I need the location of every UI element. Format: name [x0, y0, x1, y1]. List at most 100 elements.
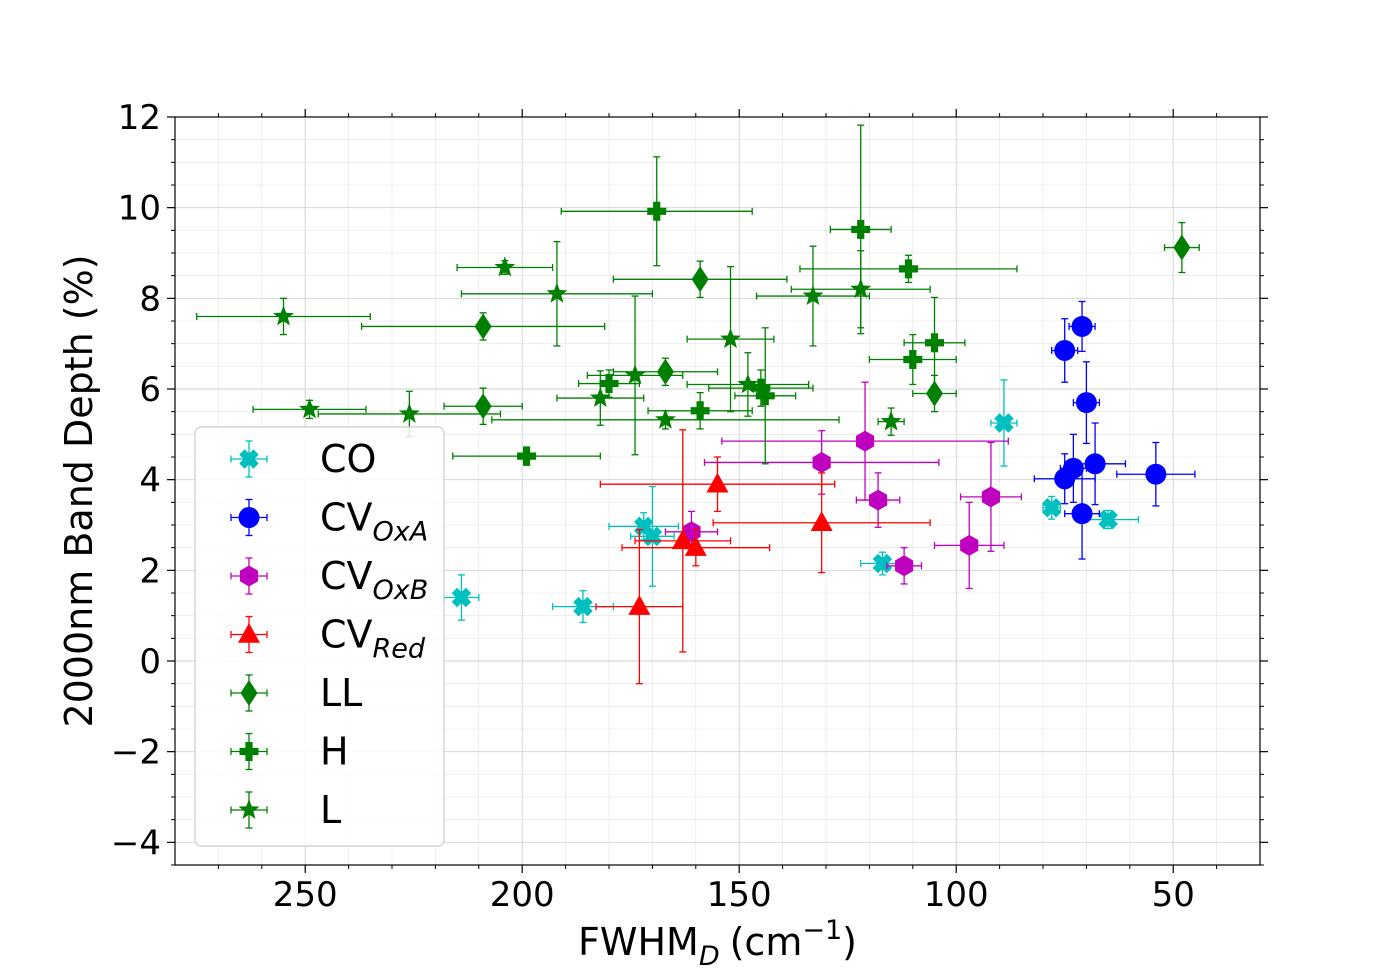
data-point [443, 574, 480, 621]
data-point [1064, 467, 1101, 560]
marker-diamond [926, 380, 943, 407]
data-point [790, 250, 931, 329]
marker-x [1041, 498, 1062, 518]
series-cvoxb [664, 381, 1022, 590]
legend-box [194, 426, 445, 847]
x-tick-label: 250 [273, 875, 338, 915]
data-point [1072, 361, 1101, 445]
y-axis-label: 2000nm Band Depth (%) [57, 254, 101, 727]
data-point [686, 352, 810, 417]
marker-star [802, 285, 824, 305]
marker-star [299, 398, 320, 419]
x-tick-label: 100 [924, 875, 989, 915]
legend-label: LL [320, 671, 362, 715]
data-point [556, 370, 645, 426]
marker-triangle [671, 529, 694, 550]
data-point [196, 297, 371, 336]
y-tick-label: −4 [111, 823, 161, 863]
data-point [755, 245, 871, 347]
data-point [252, 398, 367, 420]
data-point [1068, 300, 1096, 353]
legend-label: CO [320, 437, 376, 481]
data-point [799, 254, 1018, 284]
marker-triangle [684, 536, 707, 556]
marker-x-shape [451, 587, 472, 608]
marker-hexagon [981, 486, 1001, 508]
marker-star [624, 364, 646, 385]
series-cvred [595, 429, 931, 685]
marker-plus [755, 386, 775, 406]
data-point [877, 407, 905, 436]
x-tick-label: 50 [1152, 875, 1195, 915]
y-tick-label: 2 [139, 551, 161, 591]
marker-star [273, 305, 294, 326]
marker-star [238, 799, 260, 819]
legend-item: LL [230, 671, 362, 715]
axis-ticks: 250 200 150 100 50 −4 −2 0 2 4 6 8 10 12 [111, 98, 1268, 915]
marker-hexagon [812, 451, 831, 473]
data-point [686, 265, 775, 413]
marker-star [880, 410, 902, 431]
marker-plus [851, 219, 871, 239]
data-point [452, 446, 601, 466]
marker-plus [647, 201, 667, 221]
marker-star [737, 373, 759, 394]
data-point [491, 408, 840, 430]
data-point [360, 312, 606, 341]
legend-item: CVRed [230, 613, 426, 665]
series-cvoxa [1033, 300, 1196, 560]
marker-circle [1075, 392, 1097, 414]
marker-star [589, 387, 611, 407]
legend-item: CVOxA [230, 496, 428, 548]
marker-diamond [691, 266, 709, 293]
marker-triangle [238, 622, 260, 643]
marker-circle [1145, 463, 1167, 485]
marker-x [451, 587, 472, 608]
data-point [721, 381, 1009, 501]
y-tick-label: 12 [118, 98, 161, 138]
marker-hexagon [239, 565, 259, 587]
legend-label: CVRed [320, 613, 426, 665]
marker-triangle [628, 595, 651, 615]
marker-x-shape [1098, 509, 1118, 530]
marker-circle [1071, 503, 1093, 525]
marker-circle [1054, 339, 1076, 361]
marker-star [850, 278, 872, 299]
x-tick-label: 200 [490, 875, 555, 915]
data-point [630, 485, 675, 587]
y-tick-label: 0 [139, 642, 161, 682]
marker-x-shape [239, 449, 259, 469]
legend-label: H [320, 730, 349, 774]
marker-plus [903, 350, 923, 370]
marker-diamond [656, 358, 674, 385]
marker-diamond [474, 313, 492, 340]
marker-plus [517, 446, 537, 466]
data-point [586, 295, 684, 456]
marker-star [654, 408, 676, 429]
grid [175, 116, 1260, 866]
marker-circle [1084, 453, 1106, 475]
data-point [712, 472, 931, 574]
marker-diamond [474, 393, 492, 420]
legend: CO CVOxA CVOxB CVRed LL HL [194, 426, 445, 847]
data-point [1064, 422, 1127, 506]
data-point [634, 429, 732, 653]
series-ll [360, 221, 1200, 426]
marker-x-shape [573, 596, 593, 617]
data-point [933, 501, 1005, 590]
data-series [196, 124, 1200, 685]
data-point [1051, 318, 1079, 383]
marker-x [239, 449, 259, 469]
data-point [855, 472, 901, 528]
data-point [560, 156, 753, 267]
data-point [621, 528, 771, 567]
legend-label: CVOxA [320, 496, 428, 548]
marker-hexagon [960, 534, 979, 556]
marker-plus [751, 378, 771, 398]
series-h [452, 124, 1018, 466]
marker-circle [1054, 468, 1076, 490]
x-axis-label: FWHMD (cm−1) [578, 915, 857, 972]
marker-plus [925, 333, 944, 353]
marker-hexagon [855, 430, 875, 452]
